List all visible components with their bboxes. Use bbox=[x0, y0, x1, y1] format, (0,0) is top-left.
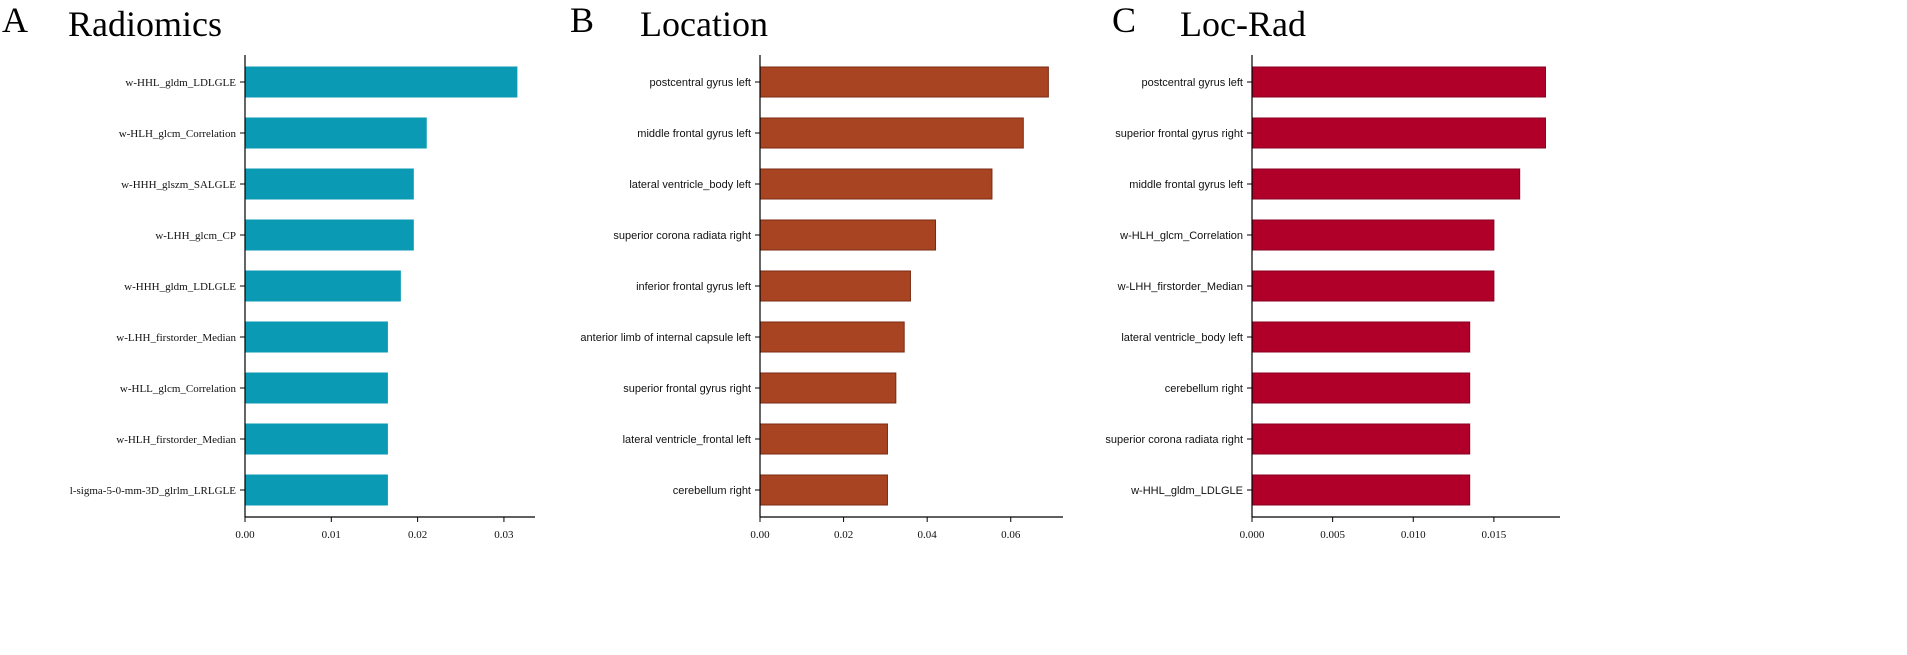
bar bbox=[1251, 66, 1546, 98]
x-tick-label: 0.04 bbox=[918, 529, 938, 541]
bar bbox=[759, 66, 1049, 98]
category-label: middle frontal gyrus left bbox=[1129, 179, 1243, 191]
bar bbox=[244, 66, 518, 98]
bar bbox=[244, 117, 427, 149]
bar bbox=[759, 474, 888, 506]
bar bbox=[1251, 219, 1495, 251]
bar bbox=[244, 168, 414, 200]
bar bbox=[1251, 117, 1546, 149]
category-label: inferior frontal gyrus left bbox=[636, 281, 751, 293]
x-tick-label: 0.06 bbox=[1001, 529, 1021, 541]
bar bbox=[1251, 372, 1471, 404]
x-tick-label: 0.00 bbox=[750, 529, 770, 541]
bar bbox=[244, 372, 388, 404]
bar bbox=[759, 321, 905, 353]
x-tick-label: 0.010 bbox=[1401, 529, 1426, 541]
category-label: superior corona radiata right bbox=[613, 230, 751, 242]
x-tick-label: 0.005 bbox=[1320, 529, 1345, 541]
chart-title: Loc-Rad bbox=[1180, 4, 1306, 44]
x-tick-label: 0.000 bbox=[1240, 529, 1265, 541]
category-label: w-HHH_glszm_SALGLE bbox=[121, 179, 236, 191]
chart-title: Radiomics bbox=[68, 4, 222, 44]
bar bbox=[244, 474, 388, 506]
bar bbox=[1251, 168, 1521, 200]
category-label: w-HHL_gldm_LDLGLE bbox=[1130, 485, 1243, 497]
category-label: lateral ventricle_frontal left bbox=[623, 434, 751, 446]
bar bbox=[244, 219, 414, 251]
chart-title: Location bbox=[640, 4, 768, 44]
category-label: lateral ventricle_body left bbox=[629, 179, 751, 191]
category-label: w-LHH_firstorder_Median bbox=[116, 332, 236, 344]
x-tick-label: 0.015 bbox=[1482, 529, 1507, 541]
bar bbox=[759, 372, 897, 404]
panel-letter: C bbox=[1112, 0, 1136, 40]
category-label: cerebellum right bbox=[1165, 383, 1243, 395]
chart-panel-b: B Location postcentral gyrus left middle fr… bbox=[570, 0, 1063, 541]
category-label: superior corona radiata right bbox=[1105, 434, 1243, 446]
bar bbox=[759, 117, 1024, 149]
x-tick-label: 0.01 bbox=[322, 529, 341, 541]
bar bbox=[1251, 270, 1495, 302]
category-label: w-HHH_gldm_LDLGLE bbox=[124, 281, 236, 293]
x-tick-label: 0.02 bbox=[408, 529, 427, 541]
bar bbox=[1251, 474, 1471, 506]
bar bbox=[244, 270, 401, 302]
bar bbox=[759, 270, 911, 302]
x-tick-label: 0.03 bbox=[494, 529, 514, 541]
bar bbox=[244, 423, 388, 455]
bar bbox=[759, 219, 937, 251]
category-label: w-HLH_firstorder_Median bbox=[116, 434, 236, 446]
category-label: w-LHH_glcm_CP bbox=[155, 230, 236, 242]
chart-panels: A Radiomics w-HHL_gldm_LDLGLE w-HLH_glcm_Co… bbox=[2, 0, 1560, 541]
category-label: l-sigma-5-0-mm-3D_glrlm_LRLGLE bbox=[70, 485, 236, 497]
category-label: w-HHL_gldm_LDLGLE bbox=[125, 77, 236, 89]
category-label: w-HLL_glcm_Correlation bbox=[120, 383, 237, 395]
bar bbox=[244, 321, 388, 353]
category-label: w-HLH_glcm_Correlation bbox=[1119, 230, 1243, 242]
category-label: middle frontal gyrus left bbox=[637, 128, 751, 140]
chart-panel-a: A Radiomics w-HHL_gldm_LDLGLE w-HLH_glcm_Co… bbox=[2, 0, 535, 541]
bar bbox=[1251, 423, 1471, 455]
x-tick-label: 0.02 bbox=[834, 529, 853, 541]
category-label: anterior limb of internal capsule left bbox=[580, 332, 751, 344]
panel-letter: B bbox=[570, 0, 594, 40]
category-label: lateral ventricle_body left bbox=[1121, 332, 1243, 344]
category-label: superior frontal gyrus right bbox=[623, 383, 751, 395]
category-label: cerebellum right bbox=[673, 485, 751, 497]
bar bbox=[1251, 321, 1471, 353]
x-tick-label: 0.00 bbox=[235, 529, 255, 541]
category-label: postcentral gyrus left bbox=[650, 77, 752, 89]
panel-letter: A bbox=[2, 0, 28, 40]
chart-panel-c: C Loc-Rad postcentral gyrus left superior f… bbox=[1105, 0, 1560, 541]
category-label: w-HLH_glcm_Correlation bbox=[119, 128, 237, 140]
category-label: postcentral gyrus left bbox=[1142, 77, 1244, 89]
category-label: w-LHH_firstorder_Median bbox=[1117, 281, 1243, 293]
category-label: superior frontal gyrus right bbox=[1115, 128, 1243, 140]
bar bbox=[759, 168, 993, 200]
bar bbox=[759, 423, 888, 455]
